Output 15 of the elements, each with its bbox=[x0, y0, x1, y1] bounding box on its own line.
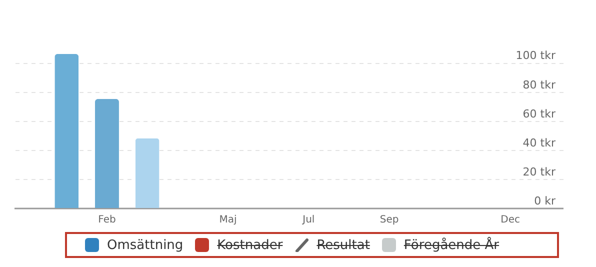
y-tick-label: 80 tkr bbox=[522, 78, 556, 92]
x-tick-label: Feb bbox=[98, 214, 116, 226]
x-tick-label: Dec bbox=[500, 214, 520, 226]
x-tick-label: Maj bbox=[219, 214, 237, 226]
legend-label: Resultat bbox=[316, 238, 370, 252]
y-tick-label: 100 tkr bbox=[516, 49, 556, 62]
x-tick-label: Jul bbox=[302, 214, 315, 226]
legend-label: Föregående År bbox=[404, 238, 500, 252]
y-tick-label: 40 tkr bbox=[522, 136, 556, 150]
y-tick-label: 0 kr bbox=[534, 194, 556, 208]
x-tick-label: Sep bbox=[380, 214, 399, 226]
legend-label: Kostnader bbox=[217, 238, 283, 252]
y-tick-label: 60 tkr bbox=[522, 107, 556, 120]
text: Omsättning bbox=[107, 238, 184, 252]
y-tick-label: 20 tkr bbox=[522, 165, 556, 178]
